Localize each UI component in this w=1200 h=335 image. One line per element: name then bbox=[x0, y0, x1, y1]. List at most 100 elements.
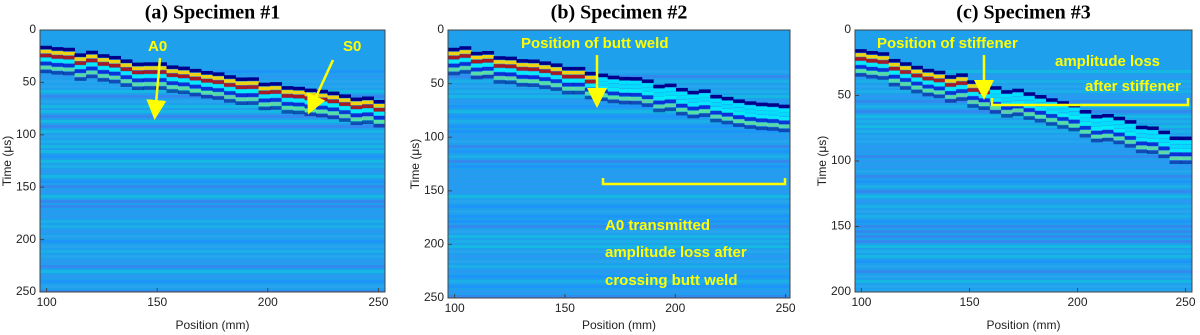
heatmap-row bbox=[40, 200, 385, 203]
y-tick-label: 0 bbox=[844, 22, 851, 36]
x-tick-label: 250 bbox=[1176, 295, 1196, 309]
heatmap-band bbox=[755, 114, 768, 119]
heatmap-band bbox=[224, 75, 236, 79]
heatmap-band bbox=[1034, 99, 1047, 103]
heatmap-band bbox=[482, 58, 495, 63]
heatmap-band bbox=[493, 60, 506, 64]
heatmap-row bbox=[855, 75, 1192, 78]
heatmap-band bbox=[710, 114, 723, 119]
heatmap-band bbox=[653, 108, 666, 113]
x-tick-label: 100 bbox=[851, 295, 871, 309]
heatmap-band bbox=[516, 67, 529, 71]
heatmap-band bbox=[201, 74, 213, 79]
heatmap-band bbox=[1079, 130, 1092, 134]
heatmap-row bbox=[855, 180, 1192, 183]
heatmap-row bbox=[855, 200, 1192, 203]
heatmap-row bbox=[448, 110, 790, 113]
heatmap-band bbox=[1158, 150, 1171, 155]
heatmap-row bbox=[40, 180, 385, 183]
heatmap-band bbox=[143, 86, 156, 90]
heatmap-band bbox=[1057, 125, 1069, 129]
x-axis-label: Position (mm) bbox=[986, 318, 1060, 332]
heatmap-band bbox=[166, 77, 179, 81]
heatmap-band bbox=[855, 73, 867, 77]
heatmap-image bbox=[448, 30, 790, 298]
heatmap-band bbox=[1045, 98, 1058, 102]
heatmap-row bbox=[40, 190, 385, 193]
heatmap-band bbox=[1102, 133, 1114, 138]
heatmap-band bbox=[676, 103, 688, 108]
heatmap-band bbox=[710, 118, 723, 123]
heatmap-band bbox=[1113, 132, 1126, 137]
heatmap-band bbox=[373, 111, 385, 116]
heatmap-band bbox=[51, 51, 64, 55]
heatmap-band bbox=[247, 85, 259, 89]
x-tick-label: 150 bbox=[147, 295, 167, 309]
heatmap-band bbox=[459, 62, 472, 66]
heatmap-band bbox=[1102, 125, 1114, 130]
heatmap-band bbox=[855, 53, 867, 57]
heatmap-band bbox=[40, 65, 52, 70]
heatmap-band bbox=[664, 83, 677, 88]
heatmap-row bbox=[855, 190, 1192, 193]
heatmap-band bbox=[687, 94, 700, 99]
heatmap-band bbox=[676, 107, 688, 112]
heatmap-row bbox=[448, 165, 790, 168]
heatmap-band bbox=[956, 89, 968, 93]
y-tick-label: 0 bbox=[437, 22, 444, 36]
heatmap-row bbox=[448, 280, 790, 283]
heatmap-band bbox=[1147, 126, 1159, 130]
heatmap-row bbox=[448, 140, 790, 143]
heatmap-band bbox=[516, 71, 529, 75]
heatmap-row bbox=[40, 185, 385, 188]
heatmap-band bbox=[1090, 126, 1103, 131]
heatmap-row bbox=[855, 290, 1192, 292]
heatmap-band bbox=[967, 100, 980, 104]
heatmap-band bbox=[630, 101, 643, 105]
heatmap-band bbox=[143, 70, 156, 74]
heatmap-band bbox=[235, 85, 248, 89]
heatmap-band bbox=[459, 58, 472, 62]
heatmap-band bbox=[1023, 112, 1036, 116]
y-tick-label: 200 bbox=[424, 237, 444, 251]
heatmap-band bbox=[888, 74, 901, 79]
heatmap-band bbox=[74, 53, 87, 57]
x-tick-label: 100 bbox=[445, 301, 465, 315]
heatmap-band bbox=[744, 117, 757, 121]
heatmap-band bbox=[470, 51, 483, 56]
heatmap-band bbox=[1090, 118, 1103, 123]
heatmap-band bbox=[1169, 144, 1182, 149]
heatmap-row bbox=[40, 195, 385, 198]
heatmap-band bbox=[944, 91, 957, 95]
heatmap-band bbox=[1135, 125, 1148, 130]
heatmap-band bbox=[1180, 160, 1192, 165]
heatmap-band bbox=[40, 45, 52, 50]
heatmap-band bbox=[698, 93, 711, 97]
heatmap-band bbox=[755, 110, 768, 115]
heatmap-band bbox=[178, 70, 190, 75]
heatmap-band bbox=[933, 82, 946, 87]
heatmap-band bbox=[967, 84, 980, 88]
heatmap-band bbox=[767, 123, 780, 127]
heatmap-row bbox=[448, 220, 790, 223]
heatmap-band bbox=[721, 100, 734, 105]
heatmap-band bbox=[470, 75, 483, 80]
heatmap-band bbox=[641, 87, 654, 91]
heatmap-band bbox=[1158, 146, 1171, 151]
heatmap-row bbox=[40, 205, 385, 208]
heatmap-band bbox=[350, 105, 363, 110]
heatmap-band bbox=[189, 68, 202, 73]
heatmap-band bbox=[539, 81, 552, 85]
heatmap-band bbox=[350, 97, 363, 102]
heatmap: 100 150 200 250 0 50 100 150 200 Position (mm) Tim… bbox=[815, 2, 1196, 333]
heatmap-band bbox=[362, 108, 374, 113]
heatmap-row bbox=[855, 280, 1192, 283]
heatmap-band bbox=[527, 75, 540, 80]
heatmap-band bbox=[1102, 137, 1114, 142]
heatmap-band bbox=[527, 79, 540, 84]
heatmap-band bbox=[327, 111, 340, 116]
heatmap-band bbox=[619, 88, 631, 93]
heatmap-band bbox=[51, 59, 64, 63]
heatmap-band bbox=[1158, 142, 1171, 147]
heatmap-band bbox=[733, 123, 745, 127]
